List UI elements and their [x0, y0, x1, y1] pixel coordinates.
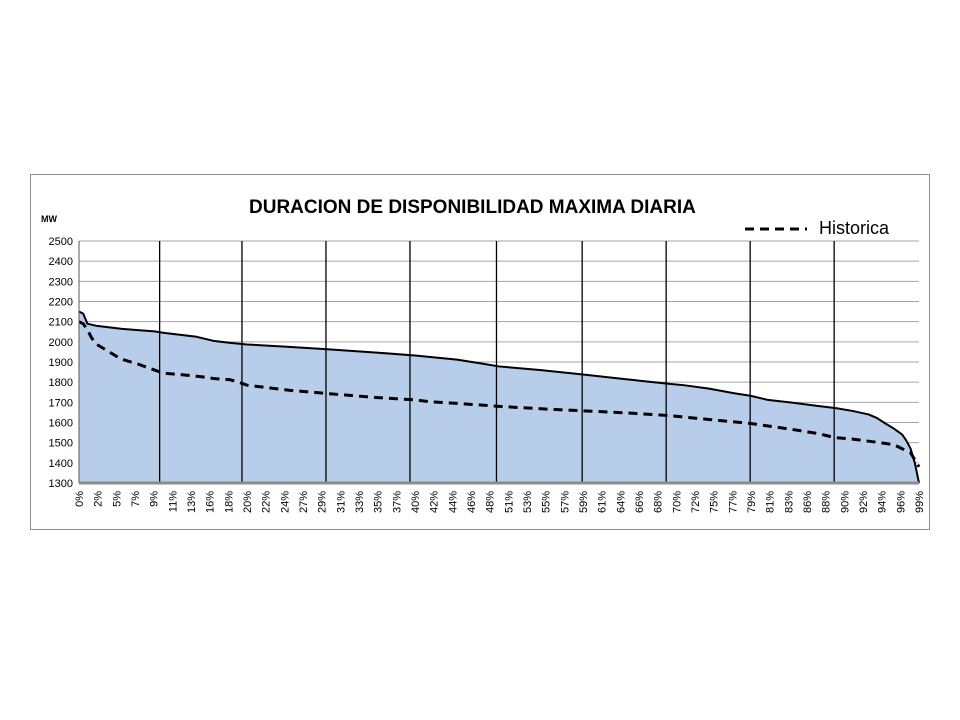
x-tick-label: 88%: [821, 491, 833, 513]
x-tick-label: 35%: [373, 491, 385, 513]
x-tick-label: 59%: [578, 491, 590, 513]
x-tick-label: 40%: [410, 491, 422, 513]
line-layer: [78, 310, 921, 484]
x-tick-label: 51%: [503, 491, 515, 513]
chart-title: DURACION DE DISPONIBILIDAD MAXIMA DIARIA: [249, 197, 696, 218]
area-layer: [79, 311, 919, 483]
y-tick-label: 1900: [49, 357, 73, 369]
x-tick-label: 48%: [485, 491, 497, 513]
y-tick-label: 1600: [49, 418, 73, 430]
legend: Historica: [745, 218, 890, 238]
x-tick-label: 55%: [541, 491, 553, 513]
legend-label-historica: Historica: [819, 218, 890, 238]
x-tick-layer: 0% 2% 5% 7% 9% 11% 13% 16% 18% 20% 22% 24% 27% 29% 31%…: [74, 491, 926, 513]
availability-solid-line: [78, 310, 920, 484]
x-tick-label: 20%: [242, 491, 254, 513]
axis-layer: [78, 241, 919, 485]
x-tick-label: 5%: [111, 491, 123, 507]
x-tick-label: 29%: [317, 491, 329, 513]
x-tick-label: 79%: [746, 491, 758, 513]
x-tick-label: 18%: [223, 491, 235, 513]
x-tick-label: 64%: [615, 491, 627, 513]
y-tick-label: 2300: [49, 276, 73, 288]
x-tick-label: 99%: [914, 491, 926, 513]
chart-svg: DURACION DE DISPONIBILIDAD MAXIMA DIARIA…: [41, 197, 926, 513]
y-tick-label: 2400: [49, 256, 73, 268]
x-tick-label: 92%: [858, 491, 870, 513]
x-tick-label: 2%: [93, 491, 105, 507]
y-tick-label: 1300: [49, 478, 73, 490]
x-tick-label: 42%: [429, 491, 441, 513]
x-tick-label: 37%: [391, 491, 403, 513]
y-tick-label: 1500: [49, 438, 73, 450]
x-tick-label: 46%: [466, 491, 478, 513]
x-tick-label: 13%: [186, 491, 198, 513]
x-tick-label: 81%: [765, 491, 777, 513]
x-tick-label: 53%: [522, 491, 534, 513]
x-tick-label: 94%: [877, 491, 889, 513]
x-tick-label: 33%: [354, 491, 366, 513]
x-tick-label: 44%: [447, 491, 459, 513]
x-tick-label: 24%: [279, 491, 291, 513]
x-tick-label: 0%: [74, 491, 86, 507]
x-tick-label: 7%: [130, 491, 142, 507]
x-tick-label: 86%: [802, 491, 814, 513]
y-tick-layer: 2500 2400 2300 2200 2100 2000 1900 1800 1700 1600…: [49, 236, 73, 490]
historica-dashed-line: [78, 320, 921, 468]
y-tick-label: 2500: [49, 236, 73, 248]
x-tick-label: 66%: [634, 491, 646, 513]
x-tick-label: 11%: [167, 491, 179, 512]
x-tick-label: 61%: [597, 491, 609, 513]
x-tick-label: 77%: [727, 491, 739, 513]
x-tick-label: 22%: [261, 491, 273, 513]
x-tick-label: 27%: [298, 491, 310, 513]
y-tick-label: 1800: [49, 377, 73, 389]
x-tick-label: 96%: [895, 491, 907, 513]
x-tick-label: 68%: [653, 491, 665, 513]
y-axis-unit-label: MW: [41, 214, 57, 224]
x-tick-label: 16%: [205, 491, 217, 513]
y-tick-label: 2100: [49, 317, 73, 329]
x-tick-label: 75%: [709, 491, 721, 513]
vertical-marker-layer: [158, 241, 835, 483]
y-tick-label: 1700: [49, 397, 73, 409]
availability-area: [79, 311, 919, 483]
y-tick-label: 2000: [49, 337, 73, 349]
x-tick-label: 70%: [671, 491, 683, 513]
y-tick-label: 2200: [49, 297, 73, 309]
x-tick-label: 72%: [690, 491, 702, 513]
x-tick-label: 90%: [839, 491, 851, 513]
x-tick-label: 31%: [335, 491, 347, 513]
chart-frame: DURACION DE DISPONIBILIDAD MAXIMA DIARIA…: [30, 174, 930, 530]
x-tick-label: 57%: [559, 491, 571, 513]
x-tick-label: 83%: [783, 491, 795, 513]
y-tick-label: 1400: [49, 458, 73, 470]
x-tick-label: 9%: [149, 491, 161, 507]
